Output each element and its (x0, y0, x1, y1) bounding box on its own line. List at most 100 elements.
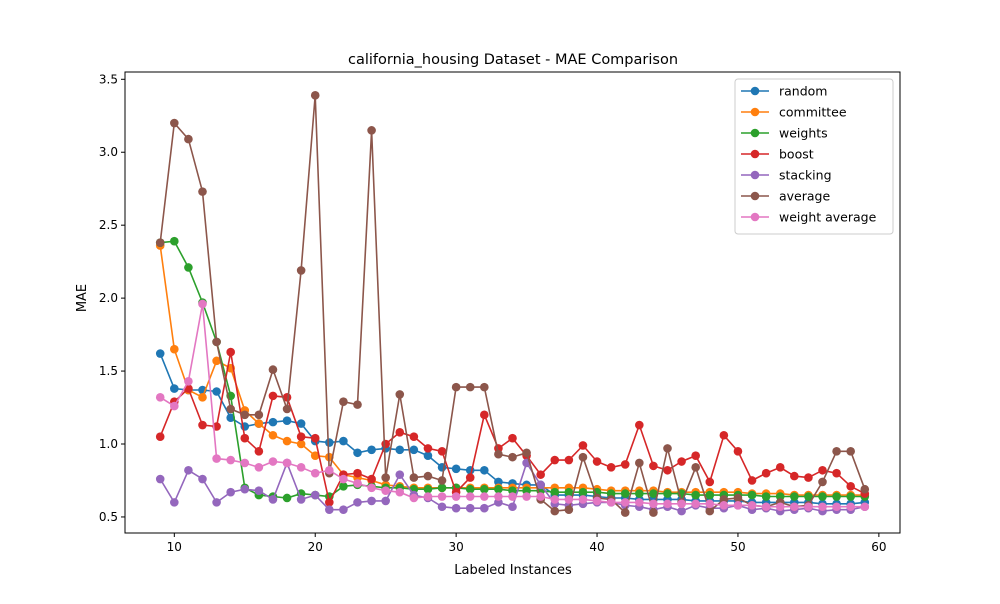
data-point-boost (240, 433, 250, 443)
data-point-stacking (508, 502, 517, 512)
data-point-boost (465, 473, 475, 482)
data-point-weight-average (254, 463, 264, 472)
data-point-average (254, 410, 264, 420)
data-point-weight-average (184, 376, 193, 386)
data-point-average (635, 458, 644, 468)
data-point-weight-average (719, 500, 729, 510)
y-tick-label: 3.5 (99, 72, 118, 86)
data-point-committee (212, 356, 221, 366)
data-point-random (451, 464, 461, 474)
data-point-weight-average (480, 492, 489, 501)
data-point-boost (381, 439, 390, 449)
data-point-weights (578, 487, 588, 497)
data-point-stacking (184, 465, 193, 475)
data-point-stacking (310, 490, 320, 500)
data-point-weight-average (381, 486, 390, 495)
y-axis-label: MAE (75, 284, 90, 312)
data-point-stacking (296, 495, 306, 504)
data-point-weights (705, 490, 715, 500)
data-point-weight-average (846, 502, 855, 512)
data-point-weight-average (409, 493, 419, 503)
data-point-average (705, 506, 715, 516)
data-point-boost (550, 455, 560, 465)
data-point-random (268, 417, 278, 427)
legend-box (734, 78, 894, 235)
y-tick-label: 0.5 (99, 510, 118, 524)
data-point-weights (480, 484, 489, 494)
series-layer (155, 91, 870, 517)
data-point-boost (691, 451, 700, 460)
data-point-weights (846, 492, 855, 501)
data-point-weights (465, 484, 475, 494)
data-point-boost (790, 471, 799, 481)
data-point-average (198, 187, 207, 196)
data-point-weight-average (550, 495, 560, 504)
data-point-stacking (480, 503, 489, 513)
data-point-weight-average (775, 502, 785, 512)
series-average (155, 91, 870, 517)
data-point-weights (339, 482, 348, 491)
data-point-stacking (170, 498, 179, 507)
data-point-weight-average (761, 502, 771, 512)
data-point-boost (761, 468, 771, 478)
data-point-weight-average (564, 495, 574, 504)
data-point-boost (775, 463, 785, 472)
data-point-boost (310, 433, 320, 443)
data-point-boost (325, 498, 334, 507)
data-point-stacking (198, 474, 207, 484)
data-point-weights (663, 489, 672, 498)
data-point-boost (437, 447, 447, 456)
data-point-weights (691, 490, 700, 500)
data-point-boost (409, 432, 419, 442)
data-point-weight-average (733, 500, 743, 510)
data-point-weights (564, 487, 574, 497)
x-tick-label: 50 (730, 540, 745, 554)
data-point-weight-average (296, 463, 306, 472)
legend-label-random: random (779, 84, 827, 99)
data-point-average (550, 506, 560, 516)
data-point-weights (184, 263, 193, 272)
data-point-random (282, 416, 292, 425)
y-tick-label: 2.5 (99, 218, 118, 232)
data-point-weights (620, 489, 630, 498)
legend-label-average: average (779, 189, 830, 204)
data-point-weight-average (212, 454, 221, 463)
data-point-committee (282, 436, 292, 446)
data-point-weights (170, 236, 179, 246)
data-point-weights (437, 483, 447, 493)
data-point-weights (790, 492, 799, 501)
legend-swatch-marker-average (750, 191, 760, 201)
data-point-average (339, 397, 348, 407)
data-point-stacking (268, 495, 278, 504)
data-point-stacking (353, 498, 362, 507)
data-point-weight-average (747, 500, 757, 510)
data-point-boost (296, 432, 306, 442)
data-point-weight-average (198, 299, 207, 309)
data-point-weight-average (860, 502, 870, 512)
data-point-weight-average (663, 499, 672, 509)
legend-swatch-marker-random (750, 86, 760, 96)
data-point-boost (367, 474, 376, 484)
data-point-committee (198, 393, 207, 402)
data-point-boost (395, 428, 405, 437)
data-point-random (296, 419, 306, 428)
data-point-random (395, 445, 405, 455)
data-point-committee (296, 439, 306, 449)
series-weights (155, 236, 870, 503)
data-point-average (846, 447, 855, 456)
x-tick-label: 40 (589, 540, 604, 554)
data-point-weight-average (268, 457, 278, 466)
data-point-weight-average (465, 492, 475, 501)
data-point-weight-average (804, 502, 813, 512)
legend-label-weight-average: weight average (779, 210, 877, 225)
data-point-boost (606, 463, 616, 472)
data-point-weights (804, 492, 813, 501)
data-point-boost (254, 447, 264, 456)
data-point-weight-average (395, 487, 405, 497)
data-point-boost (423, 444, 433, 453)
legend-label-stacking: stacking (779, 168, 832, 183)
data-point-random (226, 413, 235, 423)
data-point-weight-average (170, 401, 179, 411)
data-point-random (423, 451, 433, 460)
data-point-boost (198, 420, 207, 430)
